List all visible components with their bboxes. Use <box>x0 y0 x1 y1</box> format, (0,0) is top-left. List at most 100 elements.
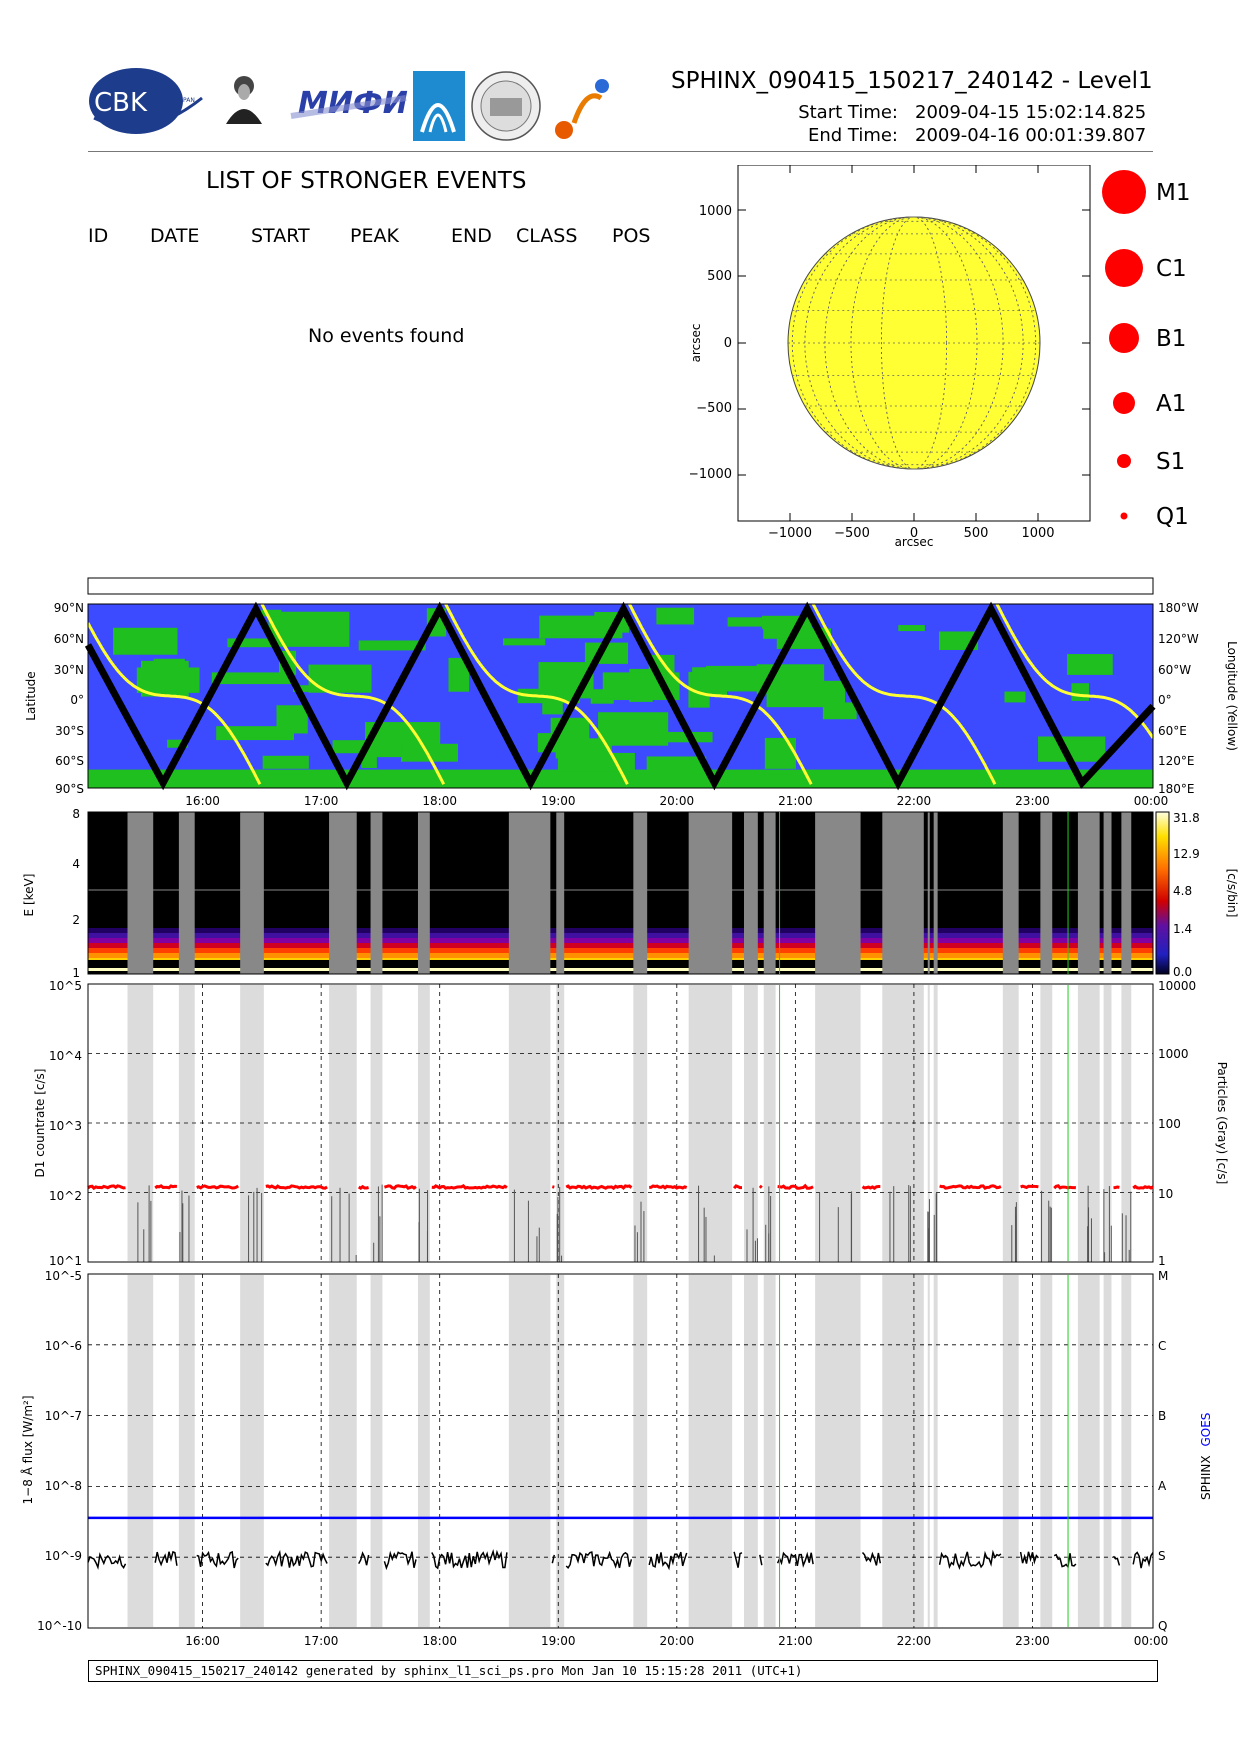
land-patch <box>1071 683 1089 701</box>
d1-series <box>732 1184 742 1190</box>
empty-banner <box>87 577 1154 595</box>
sun-meridian <box>791 216 1037 470</box>
d1-series <box>1020 1184 1039 1190</box>
sphinx-series <box>383 1550 417 1571</box>
sun-ytick: −500 <box>696 401 732 416</box>
sphinx-series <box>551 1554 556 1564</box>
data-gap <box>1121 985 1132 1261</box>
data-gap <box>1077 812 1100 974</box>
sun-xtick: 1000 <box>1021 526 1054 541</box>
spectrogram-band <box>88 928 1153 933</box>
events-col-peak: PEAK <box>350 225 399 247</box>
energy-tick: 4 <box>72 857 80 871</box>
d1-series <box>777 1183 814 1190</box>
d1-y2label: Particles (Gray) [c/s] <box>1215 1062 1229 1185</box>
d1-y2tick: 1000 <box>1158 1047 1189 1061</box>
land-patch <box>1004 691 1026 703</box>
time-tick-label: 20:00 <box>660 1634 695 1648</box>
data-gap <box>933 1275 938 1627</box>
land-patch <box>598 712 669 746</box>
data-gap <box>178 812 195 974</box>
flux-ytick: 10^-9 <box>45 1549 82 1563</box>
land-patch <box>216 726 294 741</box>
legend-marker-q1 <box>1120 512 1128 520</box>
sphinx-series <box>1053 1553 1077 1569</box>
legend-goes: GOES <box>1199 1413 1213 1447</box>
time-tick-label: 17:00 <box>304 1634 339 1648</box>
data-gap <box>763 1275 776 1627</box>
events-col-pos: POS <box>612 225 651 247</box>
d1-y2tick: 1 <box>1158 1254 1166 1268</box>
events-title: LIST OF STRONGER EVENTS <box>206 168 527 194</box>
spectrogram-band <box>88 933 1153 938</box>
d1-series <box>154 1184 178 1190</box>
document-title: SPHINX_090415_150217_240142 - Level1 <box>671 68 1153 94</box>
time-series-panels: Latitude Longitude (Yellow) 90°N 60°N 30… <box>20 577 1239 1648</box>
d1-series <box>649 1184 688 1190</box>
sun-xtick: −500 <box>834 526 870 541</box>
sun-xtick: 0 <box>910 526 918 541</box>
data-gap <box>815 1275 861 1627</box>
no-events-message: No events found <box>308 325 465 347</box>
sphinx-series <box>431 1549 508 1570</box>
data-gap <box>1002 812 1019 974</box>
data-gap <box>763 812 776 974</box>
legend-marker-m1 <box>1102 170 1146 214</box>
sphinx-series <box>861 1551 882 1566</box>
d1-series <box>265 1184 328 1190</box>
sphinx-series <box>733 1551 743 1568</box>
longitude-track <box>995 603 1155 739</box>
time-tick-label: 18:00 <box>422 1634 457 1648</box>
d1-yticks: 10^5 10^4 10^3 10^2 10^1 10000 1000 100 … <box>49 979 1196 1268</box>
sphinx-series <box>87 1552 127 1570</box>
sphinx-series <box>759 1554 763 1566</box>
land-patch <box>727 617 771 627</box>
flux-ytick: 10^-7 <box>45 1409 82 1423</box>
land-patch <box>260 609 282 617</box>
data-gap <box>1103 1275 1112 1627</box>
d1-ylabel: D1 countrate [c/s] <box>33 1069 47 1178</box>
data-gap <box>1040 1275 1053 1627</box>
data-gap <box>1077 1275 1100 1627</box>
time-tick-label: 17:00 <box>304 794 339 808</box>
legend-marker-c1 <box>1105 249 1143 287</box>
spectrogram-band <box>88 966 1153 971</box>
data-gap <box>1103 812 1112 974</box>
data-gap <box>127 812 154 974</box>
lat-tick: 30°S <box>55 724 84 738</box>
lon-tick: 60°W <box>1158 663 1191 677</box>
data-gap <box>743 985 758 1261</box>
events-col-class: CLASS <box>516 225 578 247</box>
land-patch <box>656 607 695 625</box>
colorbar-tick: 31.8 <box>1173 811 1200 825</box>
d1-ytick: 10^4 <box>49 1049 82 1063</box>
sphinx-series <box>1132 1551 1154 1569</box>
land-patch <box>276 705 308 734</box>
energy-tick: 2 <box>72 913 80 927</box>
spectrogram-gaps <box>127 812 1132 974</box>
end-time-value: 2009-04-16 00:01:39.807 <box>915 125 1147 146</box>
sphinx-series <box>565 1550 633 1569</box>
lon-tick: 120°W <box>1158 632 1199 646</box>
longitude-track <box>628 603 813 785</box>
d1-y2tick: 100 <box>1158 1117 1181 1131</box>
time-tick-label: 00:00 <box>1134 794 1169 808</box>
d1-ytick: 10^5 <box>49 979 82 993</box>
legend-label-a1: A1 <box>1156 391 1187 417</box>
sun-xtick: −1000 <box>768 526 812 541</box>
lat-tick: 0° <box>70 693 84 707</box>
sun-map-xlabel: arcsec <box>895 535 934 549</box>
solar-grid <box>788 216 1040 470</box>
flux-ytick: 10^-10 <box>37 1619 82 1633</box>
flux-ytick: 10^-6 <box>45 1339 82 1353</box>
data-gap <box>927 812 930 974</box>
data-gap <box>633 812 648 974</box>
data-gap <box>882 812 924 974</box>
data-gap <box>1121 1275 1132 1627</box>
orbit-frame <box>87 603 1154 789</box>
flux-ylabel: 1−8 Å flux [W/m²] <box>20 1395 35 1504</box>
lat-tick: 30°N <box>54 663 84 677</box>
lat-tick: 60°N <box>54 632 84 646</box>
data-gap <box>370 1275 383 1627</box>
land-patch <box>539 615 623 639</box>
